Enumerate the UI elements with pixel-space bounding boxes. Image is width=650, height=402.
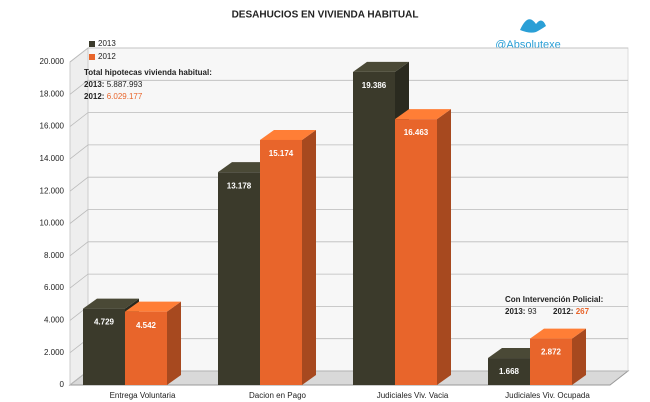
legend-swatch [89,41,95,47]
annotation-label: 2013: [505,307,525,316]
data-label: 15.174 [269,149,294,158]
legend-swatch [89,54,95,60]
annotation-line: 2012: 267 [553,307,590,316]
bar [395,109,451,385]
bar [125,301,181,385]
annotation-label: 2012: [84,92,104,101]
data-label: 1.668 [499,367,520,376]
bar-front [260,139,302,385]
y-tick-label: 8.000 [44,251,65,260]
bar [260,129,316,385]
data-label: 4.542 [136,321,157,330]
y-tick-label: 20.000 [40,57,65,66]
annotation-label: 2012: [553,307,573,316]
x-tick-label: Entrega Voluntaria [110,391,176,400]
bar-top [260,129,316,140]
annotation-line: 2013: 93 [505,307,537,316]
bar-front [395,119,437,385]
bar-top [530,328,586,339]
legend-label: 2012 [98,52,116,61]
annotation-label: 2013: [84,80,104,89]
chart-title: DESAHUCIOS EN VIVIENDA HABITUAL [232,10,419,21]
y-tick-label: 10.000 [40,219,65,228]
x-tick-label: Judiciales Viv. Vacia [377,391,449,400]
logo-icon [520,19,546,33]
bar-top [125,301,181,312]
annotation-value: 267 [576,307,590,316]
x-tick-label: Judiciales Viv. Ocupada [505,391,590,400]
bar [530,328,586,385]
bar-top [83,298,139,309]
bar-side [302,129,316,385]
annotation-value: 6.029.177 [107,92,143,101]
data-label: 13.178 [227,181,252,190]
y-tick-label: 6.000 [44,283,65,292]
y-tick-label: 16.000 [40,122,65,131]
annotation-line: 2013: 5.887.993 [84,80,143,89]
data-label: 4.729 [94,318,115,327]
annotation-title: Total hipotecas vivienda habitual: [84,68,212,77]
grid-line [69,79,628,95]
y-tick-label: 2.000 [44,348,65,357]
bar-front [218,172,260,385]
annotation-value: 93 [528,307,537,316]
grid-line [69,47,628,63]
annotation-line: 2012: 6.029.177 [84,92,143,101]
data-label: 16.463 [404,128,429,137]
bar-side [167,301,181,385]
bar-front [488,358,530,385]
annotation-title: Con Intervención Policial: [505,295,603,304]
y-tick-label: 0 [60,380,65,389]
bar-side [572,328,586,385]
y-tick-label: 4.000 [44,316,65,325]
x-tick-label: Dacion en Pago [249,391,306,400]
y-tick-label: 18.000 [40,89,65,98]
annotation-value: 5.887.993 [107,80,143,89]
bar-top [353,61,409,72]
bar-front [125,311,167,385]
bar-front [353,71,395,385]
legend-label: 2013 [98,39,116,48]
data-label: 2.872 [541,348,562,357]
y-tick-label: 14.000 [40,154,65,163]
bar-side [437,109,451,385]
bar-top [395,109,451,120]
data-label: 19.386 [362,81,387,90]
bar-front [530,338,572,385]
bar-front [83,308,125,385]
y-tick-label: 12.000 [40,186,65,195]
